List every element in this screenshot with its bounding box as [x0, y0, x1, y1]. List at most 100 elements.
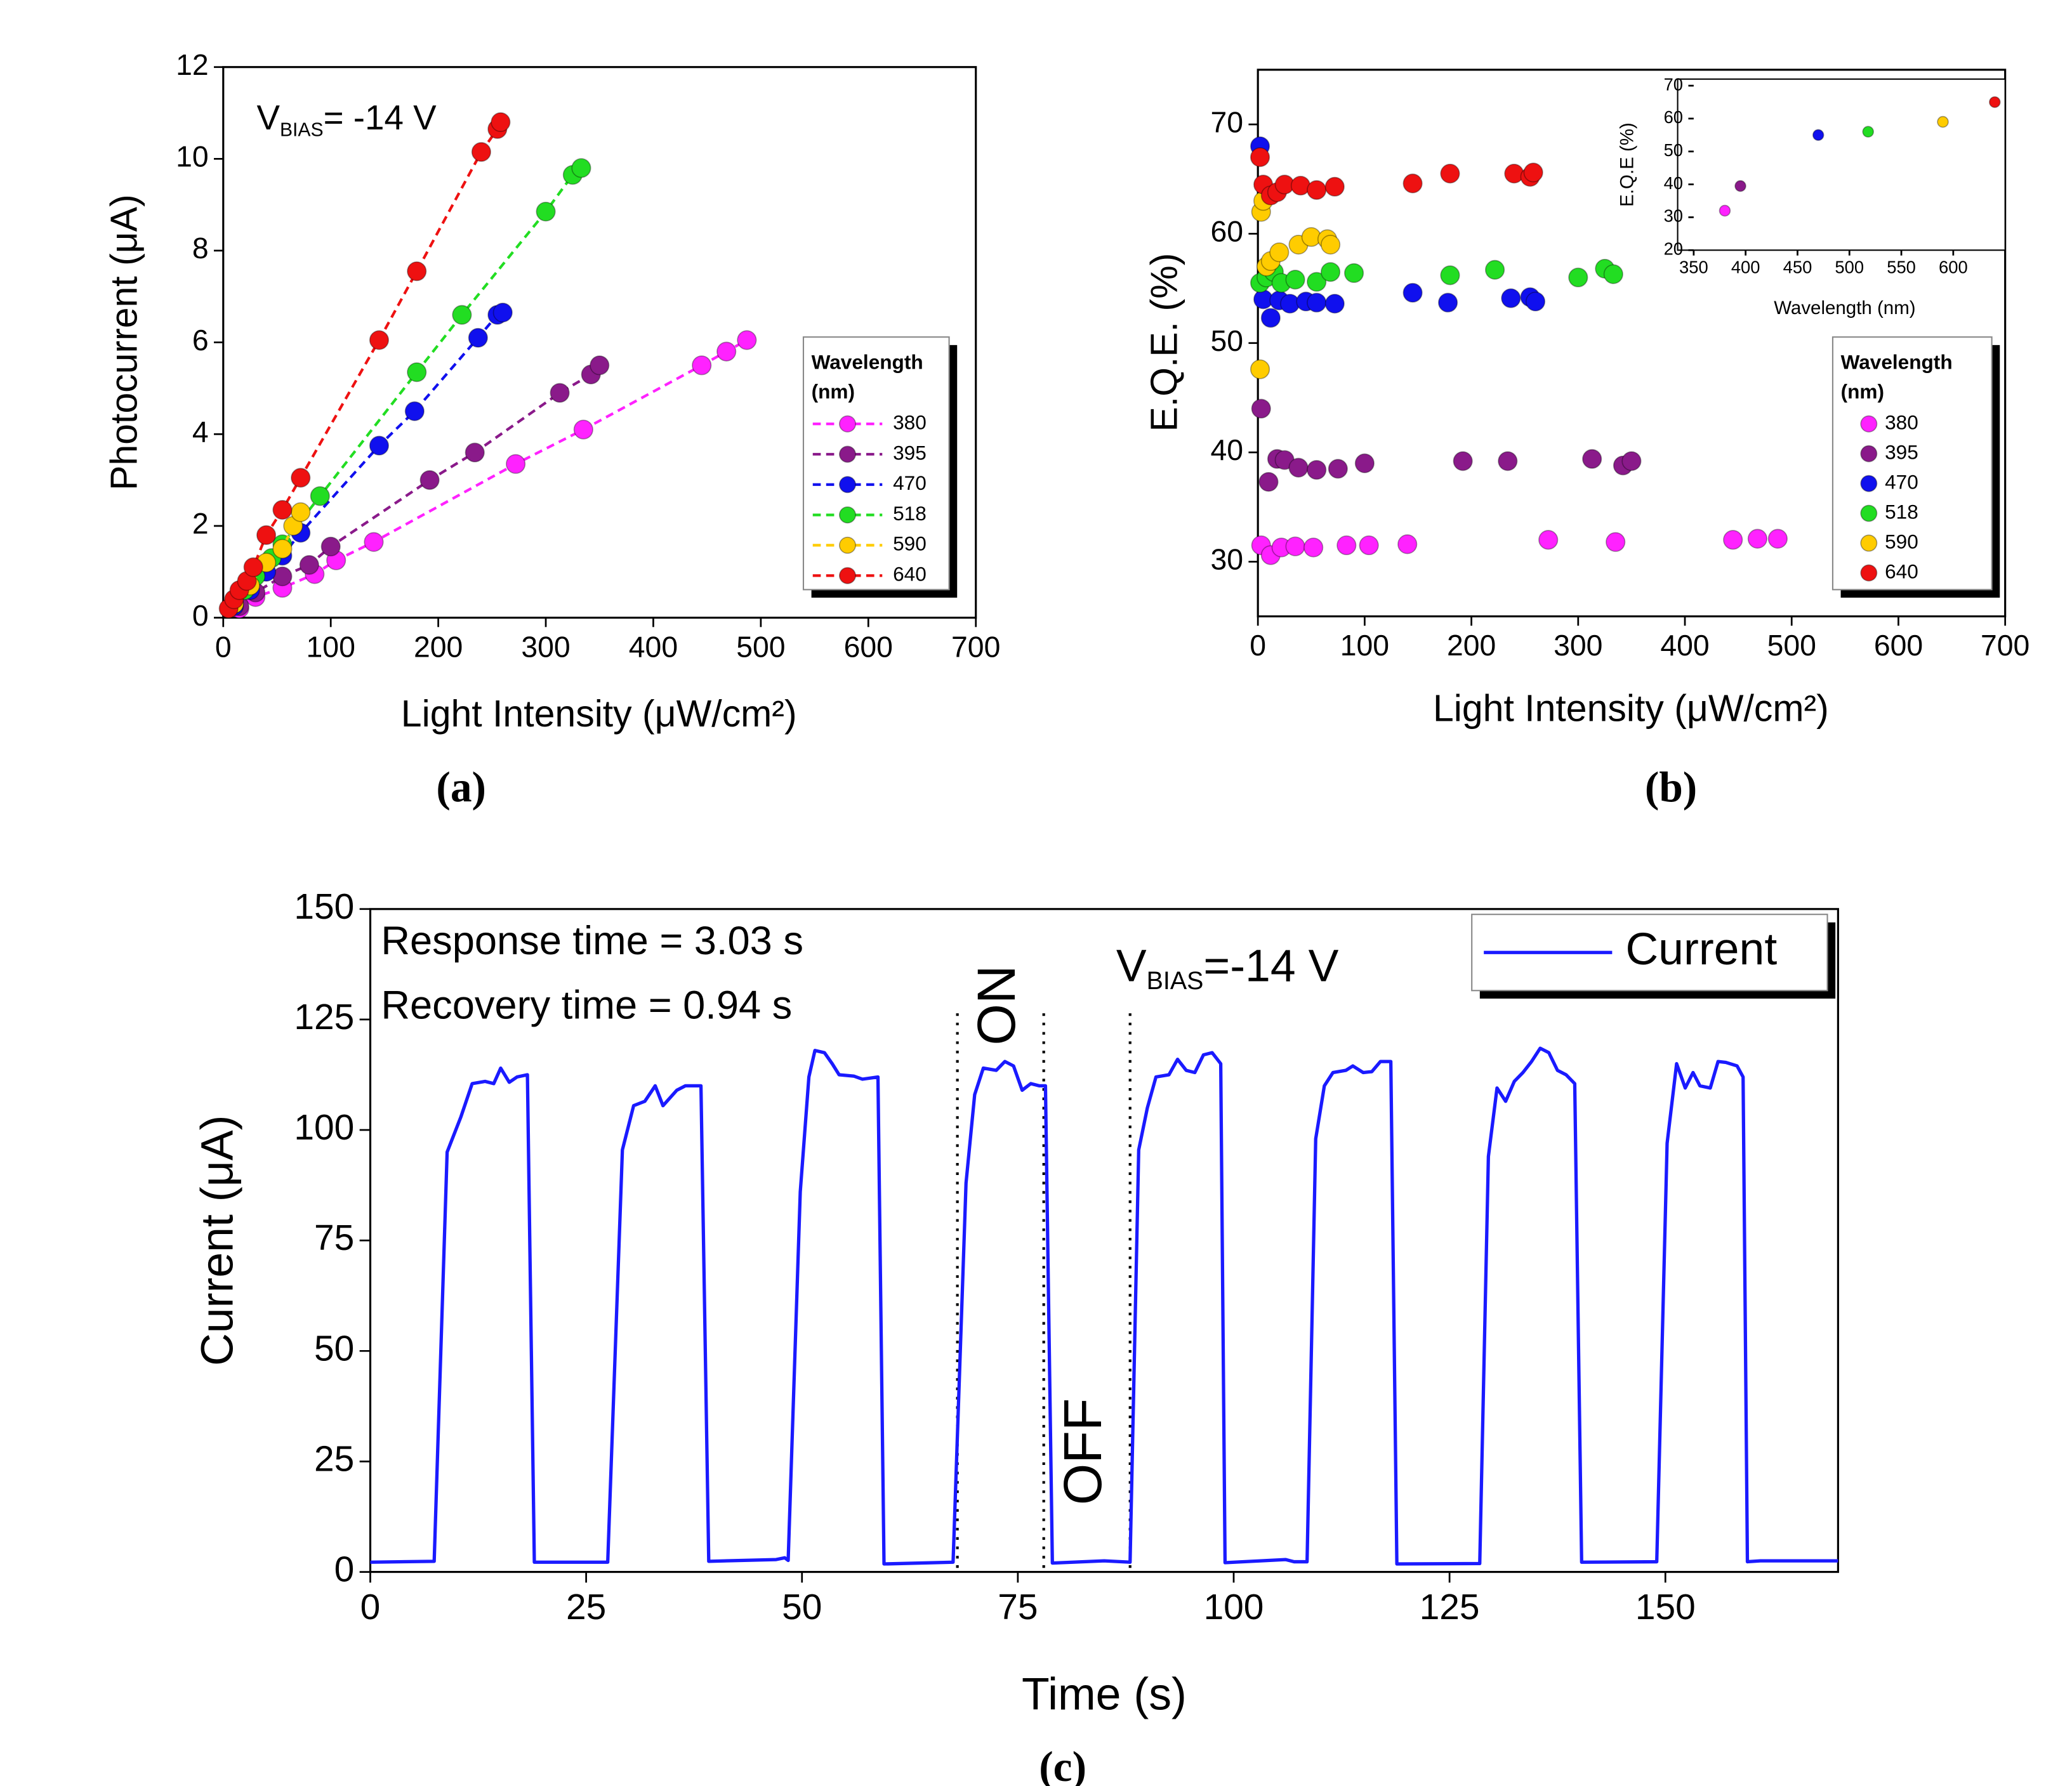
data-point — [272, 539, 293, 559]
x-tick-label: 200 — [1447, 629, 1496, 662]
data-point — [1397, 534, 1418, 555]
legend-label: 640 — [893, 563, 927, 586]
legend-label: Current — [1625, 924, 1777, 975]
data-point — [716, 341, 737, 362]
data-point — [1269, 242, 1290, 263]
data-point — [1498, 451, 1518, 471]
data-point — [1402, 173, 1423, 194]
data-point — [1307, 180, 1327, 200]
y-tick-label: 60 — [1664, 107, 1683, 127]
legend-marker — [1860, 475, 1878, 492]
legend-label: 640 — [1885, 560, 1918, 582]
data-point — [590, 355, 610, 376]
y-tick-label: 150 — [294, 887, 354, 927]
fit-line — [233, 311, 504, 607]
data-point — [1568, 267, 1588, 287]
y-tick-label: 10 — [176, 140, 209, 173]
x-tick-label: 300 — [521, 630, 570, 663]
data-point — [1723, 530, 1743, 550]
legend-label: 590 — [893, 532, 927, 555]
data-point — [1288, 457, 1309, 478]
data-line — [370, 1046, 1838, 1566]
data-point — [272, 500, 293, 520]
data-point — [1747, 529, 1768, 549]
x-tick-label: 100 — [1204, 1587, 1264, 1627]
data-point — [1453, 451, 1473, 471]
legend-marker — [1860, 445, 1878, 463]
legend-marker — [839, 476, 856, 494]
data-point — [291, 468, 311, 488]
x-tick-label: 600 — [1939, 257, 1968, 277]
data-point — [256, 525, 277, 545]
data-point — [291, 502, 311, 522]
legend-marker — [1860, 564, 1878, 582]
x-tick-label: 550 — [1887, 257, 1916, 277]
data-point — [452, 305, 472, 325]
data-point — [571, 158, 591, 178]
x-tick-label: 500 — [736, 630, 785, 663]
data-point — [468, 327, 488, 348]
y-tick-label: 50 — [1210, 324, 1243, 357]
data-point — [692, 355, 712, 376]
x-tick-label: 500 — [1835, 257, 1864, 277]
legend-title: (nm) — [1841, 380, 1884, 403]
legend-label: 470 — [893, 471, 927, 494]
y-tick-label: 8 — [192, 232, 209, 265]
data-point — [404, 401, 425, 421]
y-tick-label: 50 — [1664, 140, 1683, 160]
period-label: OFF — [1053, 1398, 1112, 1505]
x-tick-label: 0 — [1250, 629, 1266, 662]
x-tick-label: 600 — [844, 630, 893, 663]
data-point — [243, 557, 263, 577]
x-tick-label: 100 — [307, 630, 355, 663]
x-tick-label: 450 — [1783, 257, 1812, 277]
bias-annotation: VBIAS=-14 V — [1116, 940, 1339, 995]
data-point — [1719, 204, 1731, 217]
y-tick-label: 20 — [1664, 239, 1683, 259]
data-point — [1258, 471, 1279, 492]
data-point — [1307, 272, 1327, 292]
y-tick-label: 30 — [1664, 206, 1683, 226]
data-point — [369, 330, 390, 350]
data-point — [1307, 292, 1327, 313]
x-tick-label: 400 — [1660, 629, 1709, 662]
x-tick-label: 600 — [1874, 629, 1923, 662]
y-axis-label: E.Q.E. (%) — [1144, 253, 1185, 432]
y-tick-label: 0 — [192, 599, 209, 632]
data-point — [465, 442, 485, 463]
data-point — [492, 303, 513, 323]
y-tick-label: 2 — [192, 507, 209, 540]
x-tick-label: 100 — [1340, 629, 1389, 662]
data-point — [310, 486, 330, 506]
legend-label: 470 — [1885, 470, 1918, 493]
data-point — [320, 536, 341, 557]
data-point — [299, 555, 319, 575]
x-axis-label: Time (s) — [1022, 1669, 1187, 1720]
y-tick-label: 70 — [1664, 74, 1683, 94]
legend-box — [1831, 336, 1993, 591]
data-point — [1359, 535, 1379, 556]
x-tick-label: 700 — [951, 630, 1000, 663]
data-point — [1307, 459, 1327, 480]
period-label: ON — [967, 965, 1026, 1045]
panel-label: (c) — [1039, 1743, 1086, 1786]
y-tick-label: 12 — [176, 48, 209, 81]
x-tick-label: 700 — [1981, 629, 2029, 662]
legend-marker — [839, 536, 856, 554]
data-point — [1328, 459, 1348, 479]
legend-label: 518 — [893, 502, 927, 525]
y-tick-label: 40 — [1210, 433, 1243, 466]
legend-label: 590 — [1885, 530, 1918, 553]
data-point — [1336, 535, 1357, 556]
data-point — [1343, 263, 1364, 284]
x-axis-label: Light Intensity (μW/cm²) — [1433, 688, 1829, 730]
y-tick-label: 70 — [1210, 105, 1243, 138]
data-point — [407, 362, 427, 383]
y-tick-label: 0 — [334, 1550, 355, 1590]
x-tick-label: 150 — [1635, 1587, 1696, 1627]
legend-label: 518 — [1885, 500, 1918, 523]
data-point — [573, 419, 593, 440]
x-tick-label: 0 — [360, 1587, 381, 1627]
data-point — [1485, 259, 1505, 280]
